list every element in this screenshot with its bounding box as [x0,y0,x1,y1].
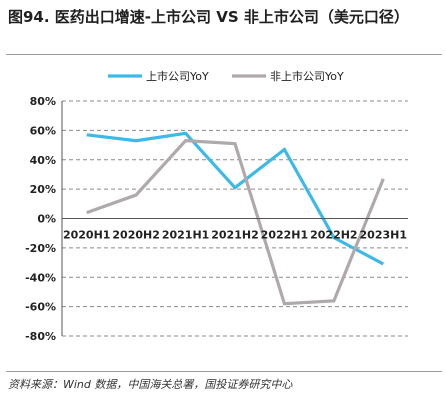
source-note: 资料来源：Wind 数据，中国海关总署，国投证券研究中心 [8,378,293,391]
y-tick-label: -80% [25,330,56,343]
x-tick-label: 2021H1 [162,229,209,242]
x-tick-label: 2020H2 [112,229,159,242]
series-line-2 [86,139,385,306]
y-tick-label: 0% [37,213,56,226]
x-tick-label: 2022H2 [310,229,357,242]
x-tick-label: 2022H1 [261,229,308,242]
y-tick-label: -20% [25,242,56,255]
line-chart: 上市公司YoY 非上市公司YoY 80% 60% 40% 20% 0% -20% -40% -6… [25,69,408,343]
x-tick-label: 2023H1 [360,229,407,242]
title-divider [6,54,442,55]
x-tick-label: 2020H1 [63,229,110,242]
x-tick-label: 2021H2 [211,229,258,242]
x-axis: 2020H1 2020H2 2021H1 2021H2 2022H1 2022H2 2023… [62,218,408,242]
y-tick-label: -40% [25,271,56,284]
chart-title: 图94. 医药出口增速-上市公司 VS 非上市公司（美元口径） [8,8,409,26]
y-tick-label: 40% [30,154,56,167]
series-line-1 [86,131,385,266]
source-divider [6,371,442,372]
legend-label-1: 上市公司YoY [146,69,209,83]
legend: 上市公司YoY 非上市公司YoY [108,69,344,83]
series-lines [86,131,385,306]
y-tick-label: 80% [30,95,56,108]
y-tick-label: -60% [25,301,56,314]
gridlines [62,100,408,337]
legend-label-2: 非上市公司YoY [270,69,344,83]
y-tick-label: 20% [30,183,56,196]
y-axis: 80% 60% 40% 20% 0% -20% -40% -60% -80% [25,95,63,343]
y-tick-label: 60% [30,124,56,137]
